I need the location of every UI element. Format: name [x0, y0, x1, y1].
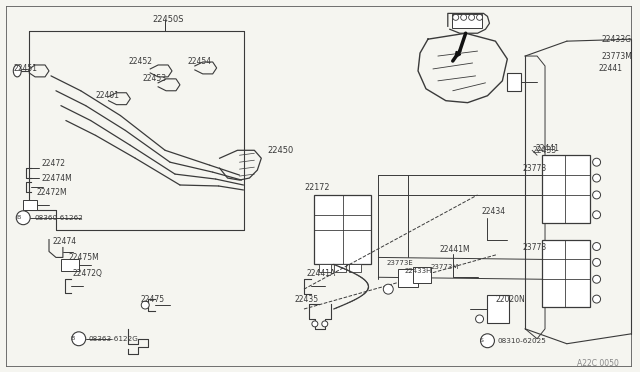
Circle shape	[468, 15, 475, 20]
Text: 22474M: 22474M	[41, 174, 72, 183]
Text: 22474: 22474	[53, 237, 77, 246]
Bar	[398, 269, 418, 287]
Circle shape	[322, 321, 328, 327]
Text: 23773: 23773	[522, 164, 547, 173]
Bar	[319, 264, 331, 272]
Text: 22472Q: 22472Q	[73, 269, 102, 278]
Bar	[488, 295, 509, 323]
Text: 22451: 22451	[13, 64, 37, 73]
Text: 23773E: 23773E	[387, 260, 413, 266]
Text: 22450: 22450	[268, 146, 294, 155]
Text: 22441: 22441	[535, 144, 559, 153]
Circle shape	[593, 174, 600, 182]
Circle shape	[481, 334, 495, 348]
Bar	[542, 155, 589, 223]
Circle shape	[141, 301, 149, 309]
Circle shape	[593, 158, 600, 166]
Text: 22433G: 22433G	[602, 35, 632, 44]
Bar	[542, 240, 589, 307]
Text: 23773M: 23773M	[431, 264, 460, 270]
Bar	[23, 200, 37, 210]
Ellipse shape	[13, 65, 21, 77]
Text: B: B	[16, 215, 20, 220]
Circle shape	[16, 211, 30, 225]
Circle shape	[593, 243, 600, 250]
Text: 22435: 22435	[294, 295, 318, 304]
Bar	[314, 195, 371, 264]
Circle shape	[593, 295, 600, 303]
Text: 08310-62025: 08310-62025	[497, 338, 547, 344]
Text: A22C 0050: A22C 0050	[577, 359, 619, 368]
Text: 22441: 22441	[598, 64, 623, 73]
Text: 23773M: 23773M	[602, 52, 632, 61]
Text: 22450S: 22450S	[152, 15, 184, 24]
Circle shape	[72, 332, 86, 346]
Text: 22434: 22434	[481, 207, 506, 216]
Text: 22452: 22452	[129, 57, 152, 65]
Circle shape	[312, 321, 318, 327]
Text: 22472: 22472	[41, 159, 65, 168]
Text: 22472M: 22472M	[36, 189, 67, 198]
Bar	[333, 264, 346, 272]
Text: 22172: 22172	[304, 183, 330, 192]
Circle shape	[593, 191, 600, 199]
Circle shape	[476, 315, 483, 323]
Circle shape	[452, 15, 459, 20]
Text: 22020N: 22020N	[495, 295, 525, 304]
Circle shape	[461, 15, 467, 20]
Circle shape	[477, 15, 483, 20]
Text: 22453: 22453	[142, 74, 166, 83]
Text: S: S	[479, 338, 483, 343]
Text: B: B	[70, 336, 75, 341]
Circle shape	[593, 275, 600, 283]
Text: 23773: 23773	[522, 243, 547, 252]
Text: 22433: 22433	[532, 146, 556, 155]
Bar	[508, 73, 521, 91]
Circle shape	[383, 284, 393, 294]
Text: 08363-6122G: 08363-6122G	[89, 336, 139, 342]
Text: 22401: 22401	[95, 91, 120, 100]
Text: 22441M: 22441M	[440, 245, 470, 254]
Text: 22475: 22475	[140, 295, 164, 304]
Text: 22454: 22454	[188, 57, 212, 65]
Text: 22441A: 22441A	[307, 269, 336, 278]
Circle shape	[593, 259, 600, 266]
Text: 22433H: 22433H	[404, 268, 431, 274]
Bar	[349, 264, 360, 272]
Bar	[413, 267, 431, 283]
Bar	[452, 15, 481, 28]
Circle shape	[593, 211, 600, 219]
Text: 22475M: 22475M	[69, 253, 100, 262]
Text: 08360-61262: 08360-61262	[34, 215, 83, 221]
Bar	[61, 259, 79, 271]
